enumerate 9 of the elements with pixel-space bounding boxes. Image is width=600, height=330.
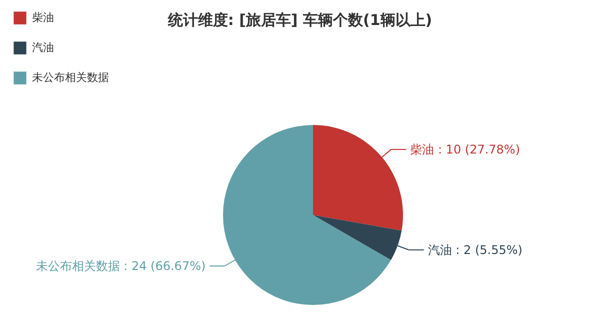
data-label: 柴油 : 10 (27.78%) [410,142,520,156]
pie-slice [313,125,403,231]
legend-label: 汽油 [32,41,54,54]
pie-slice [223,125,391,305]
legend-label: 柴油 [32,11,54,24]
data-label: 汽油 : 2 (5.55%) [428,242,522,257]
chart-title: 统计维度: [旅居车] 车辆个数(1辆以上) [166,11,432,29]
data-label: 未公布相关数据 : 24 (66.67%) [36,259,206,273]
legend-label: 未公布相关数据 [32,71,109,84]
